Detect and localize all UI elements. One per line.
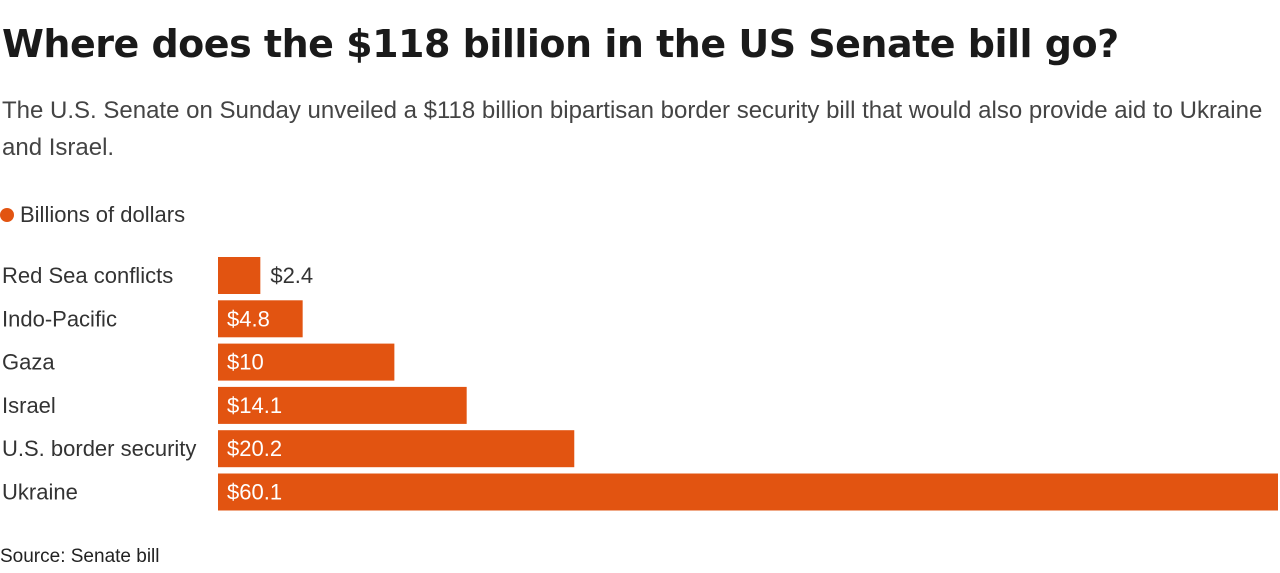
category-label: Ukraine <box>2 480 78 505</box>
bar <box>218 343 395 381</box>
bar <box>218 473 1278 511</box>
bar <box>218 386 467 424</box>
legend-swatch <box>0 208 14 222</box>
value-label: $60.1 <box>227 480 282 505</box>
category-label: Gaza <box>2 350 55 375</box>
value-label: $14.1 <box>227 393 282 418</box>
chart-subtitle: The U.S. Senate on Sunday unveiled a $11… <box>2 97 1263 161</box>
source-note: Source: Senate bill <box>0 546 160 567</box>
value-label: $2.4 <box>270 263 313 288</box>
category-label: Indo-Pacific <box>2 306 117 331</box>
legend-label: Billions of dollars <box>20 202 186 227</box>
value-label: $10 <box>227 350 264 375</box>
bar-chart: Red Sea conflicts $2.4 Indo-Pacific $4.8 Gaz… <box>2 257 1278 511</box>
bar <box>218 300 303 338</box>
bar <box>218 430 575 468</box>
bar <box>218 257 261 294</box>
chart-title: Where does the $118 billion in the US Se… <box>2 22 1119 66</box>
category-label: Red Sea conflicts <box>2 263 173 288</box>
category-label: U.S. border security <box>2 436 196 461</box>
value-label: $4.8 <box>227 306 270 331</box>
category-label: Israel <box>2 393 56 418</box>
value-label: $20.2 <box>227 436 282 461</box>
legend: Billions of dollars <box>0 200 185 230</box>
